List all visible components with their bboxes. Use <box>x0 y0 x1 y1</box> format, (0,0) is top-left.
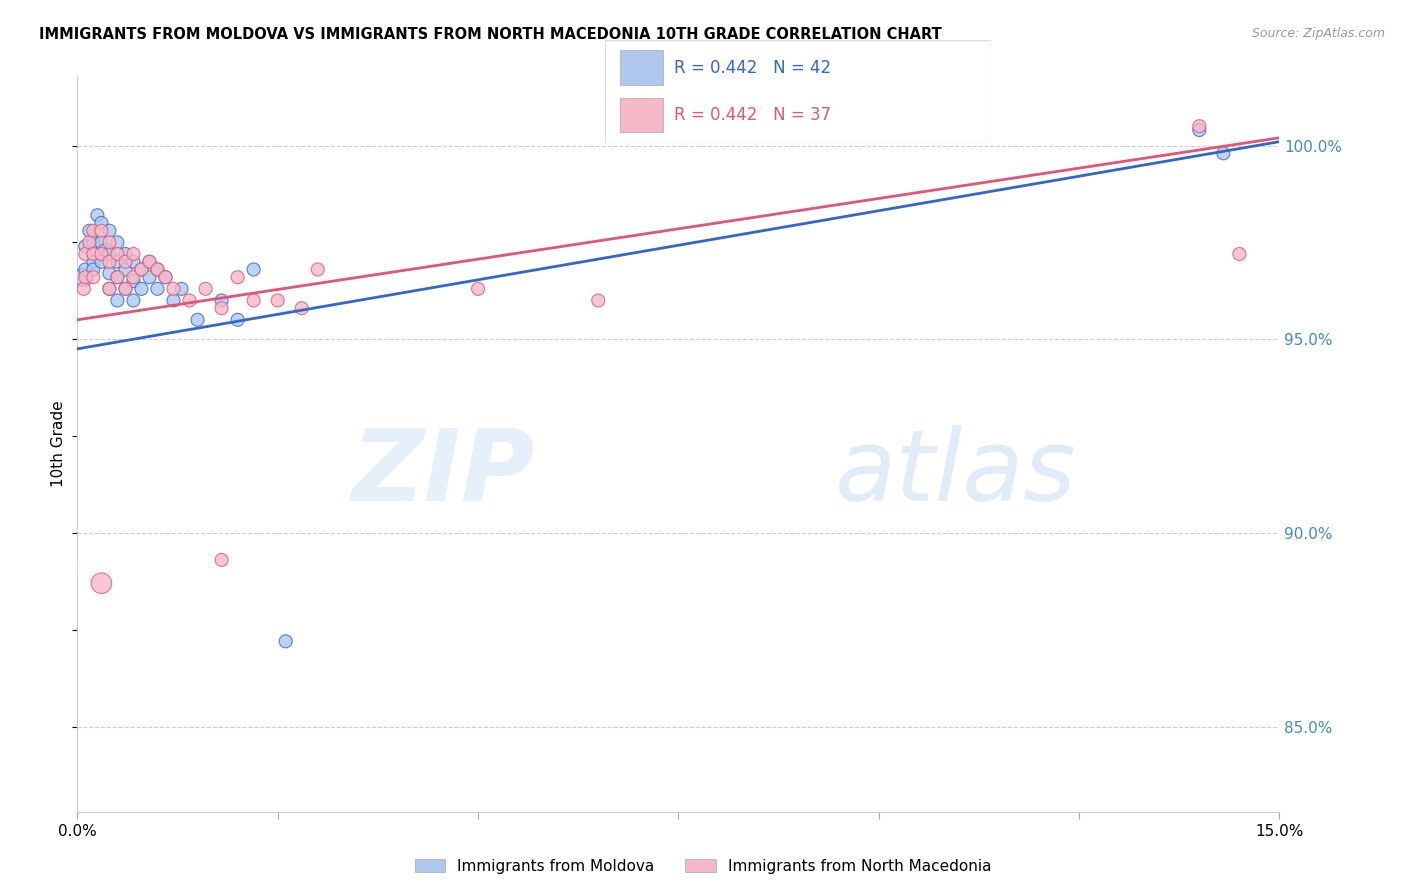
Text: ZIP: ZIP <box>352 425 534 522</box>
Point <box>267 293 290 308</box>
Point <box>94 243 117 257</box>
Point <box>73 270 96 285</box>
Point <box>98 282 121 296</box>
Point <box>226 313 249 327</box>
Point <box>1212 146 1234 161</box>
Point <box>242 262 264 277</box>
Point <box>98 282 121 296</box>
Point <box>82 270 104 285</box>
Point <box>75 270 97 285</box>
Point <box>98 235 121 250</box>
Point <box>588 293 610 308</box>
Point <box>82 262 104 277</box>
Point <box>114 282 136 296</box>
Point <box>114 254 136 268</box>
Point <box>291 301 314 316</box>
Point <box>86 208 108 222</box>
Point <box>90 216 112 230</box>
Point <box>114 282 136 296</box>
Point <box>98 224 121 238</box>
Point <box>131 282 153 296</box>
Point <box>1229 247 1251 261</box>
Point <box>307 262 329 277</box>
Point <box>90 247 112 261</box>
Y-axis label: 10th Grade: 10th Grade <box>51 401 66 487</box>
Point <box>98 254 121 268</box>
Point <box>170 282 193 296</box>
Point <box>146 282 169 296</box>
Point <box>138 270 160 285</box>
Point <box>107 235 129 250</box>
Bar <box>620 50 662 86</box>
Point <box>1188 123 1211 137</box>
Point <box>107 270 129 285</box>
Point <box>211 293 233 308</box>
Point <box>98 247 121 261</box>
Point <box>82 224 104 238</box>
Point <box>79 224 101 238</box>
Point <box>155 270 177 285</box>
Point <box>107 270 129 285</box>
Point <box>90 576 112 591</box>
Point <box>107 254 129 268</box>
Text: atlas: atlas <box>835 425 1077 522</box>
Legend: Immigrants from Moldova, Immigrants from North Macedonia: Immigrants from Moldova, Immigrants from… <box>409 853 997 880</box>
Point <box>146 262 169 277</box>
Text: Source: ZipAtlas.com: Source: ZipAtlas.com <box>1251 27 1385 40</box>
Point <box>75 239 97 253</box>
Point <box>179 293 201 308</box>
Point <box>114 247 136 261</box>
Text: R = 0.442   N = 42: R = 0.442 N = 42 <box>675 59 831 77</box>
Point <box>226 270 249 285</box>
Point <box>146 262 169 277</box>
Point <box>114 262 136 277</box>
Point <box>90 254 112 268</box>
Point <box>242 293 264 308</box>
Point <box>155 270 177 285</box>
Point <box>467 282 489 296</box>
Point <box>107 293 129 308</box>
Point <box>75 247 97 261</box>
Point <box>82 254 104 268</box>
Point <box>73 282 96 296</box>
Text: R = 0.442   N = 37: R = 0.442 N = 37 <box>675 106 831 124</box>
Point <box>1188 119 1211 133</box>
Point <box>274 634 297 648</box>
Point <box>122 247 145 261</box>
FancyBboxPatch shape <box>605 40 991 143</box>
Point <box>131 262 153 277</box>
Bar <box>620 97 662 132</box>
Point <box>211 553 233 567</box>
Point <box>187 313 209 327</box>
Point <box>75 262 97 277</box>
Point <box>162 293 184 308</box>
Point <box>162 282 184 296</box>
Point <box>131 262 153 277</box>
Point <box>122 254 145 268</box>
Text: IMMIGRANTS FROM MOLDOVA VS IMMIGRANTS FROM NORTH MACEDONIA 10TH GRADE CORRELATIO: IMMIGRANTS FROM MOLDOVA VS IMMIGRANTS FR… <box>39 27 942 42</box>
Point <box>122 293 145 308</box>
Point <box>122 270 145 285</box>
Point <box>82 235 104 250</box>
Point <box>138 254 160 268</box>
Point <box>122 274 145 288</box>
Point <box>90 224 112 238</box>
Point <box>211 301 233 316</box>
Point <box>90 235 112 250</box>
Point <box>138 254 160 268</box>
Point <box>79 235 101 250</box>
Point <box>194 282 217 296</box>
Point <box>82 247 104 261</box>
Point <box>107 247 129 261</box>
Point <box>98 266 121 280</box>
